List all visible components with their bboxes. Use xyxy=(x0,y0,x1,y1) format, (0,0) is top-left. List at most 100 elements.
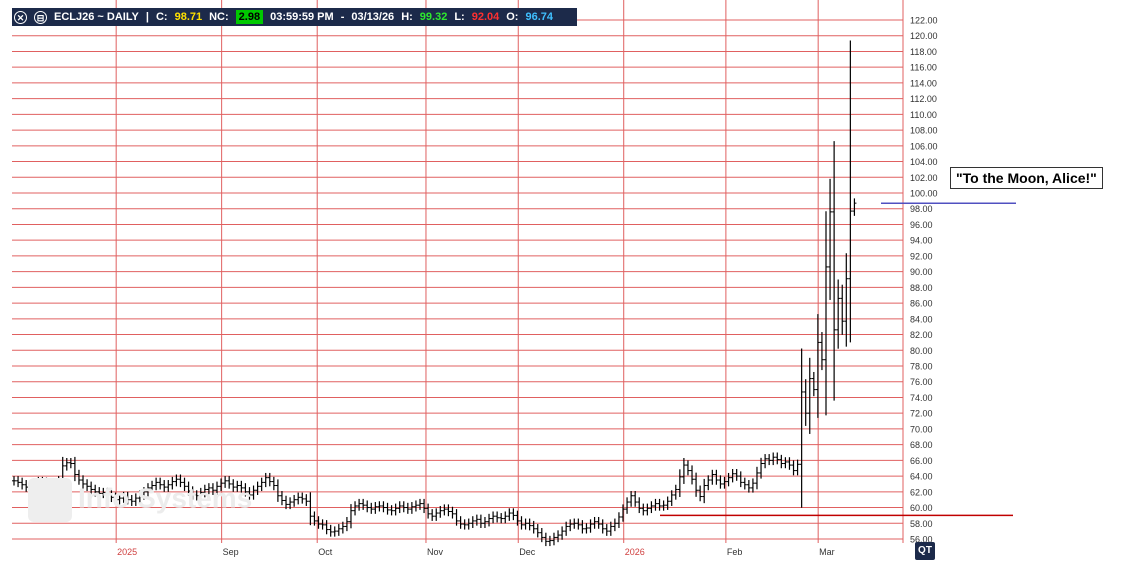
ohlc-bar xyxy=(64,458,69,471)
ohlc-bar xyxy=(434,508,439,521)
y-tick-label: 56.00 xyxy=(910,535,933,545)
ohlc-bar xyxy=(162,480,167,492)
ohlc-bar xyxy=(97,487,102,499)
ohlc-bar xyxy=(568,519,573,532)
y-tick-label: 98.00 xyxy=(910,204,933,214)
symbol-label[interactable]: ECLJ26 ~ DAILY xyxy=(54,11,139,23)
ohlc-bar xyxy=(357,498,362,511)
x-tick-label: 2025 xyxy=(117,547,137,557)
close-box-icon[interactable]: ✕ xyxy=(14,10,27,24)
ohlc-bar xyxy=(300,492,305,504)
nc-label: NC: xyxy=(209,11,229,23)
ohlc-bar xyxy=(438,505,443,518)
ohlc-bar xyxy=(633,491,638,507)
ohlc-bar xyxy=(348,504,353,529)
ohlc-bar xyxy=(653,498,658,511)
ohlc-bar xyxy=(795,459,800,476)
ohlc-bar xyxy=(580,520,585,534)
x-tick-label: Dec xyxy=(519,547,536,557)
ohlc-bar xyxy=(206,483,211,495)
y-tick-label: 110.00 xyxy=(910,110,937,120)
ohlc-bar xyxy=(499,513,504,524)
ohlc-bar xyxy=(178,474,183,488)
ohlc-bar xyxy=(706,475,711,491)
y-tick-label: 74.00 xyxy=(910,393,933,403)
y-tick-label: 60.00 xyxy=(910,503,933,513)
y-tick-label: 94.00 xyxy=(910,236,933,246)
ohlc-bar xyxy=(247,487,252,500)
ohlc-bar xyxy=(219,478,224,492)
y-tick-label: 92.00 xyxy=(910,251,933,261)
qt-logo-icon[interactable]: QT xyxy=(915,542,935,560)
ohlc-bar xyxy=(385,502,390,515)
ohlc-bar xyxy=(576,518,581,530)
chart-annotation[interactable]: "To the Moon, Alice!" xyxy=(950,167,1103,189)
ohlc-bar xyxy=(531,520,536,534)
ohlc-bar xyxy=(588,519,593,533)
ohlc-bar xyxy=(76,469,81,485)
ohlc-bar xyxy=(621,504,625,522)
ohlc-bar xyxy=(251,485,256,500)
ohlc-bar xyxy=(523,518,528,530)
ohlc-bar xyxy=(482,516,487,528)
ohlc-bar xyxy=(194,490,199,501)
ohlc-bar xyxy=(572,518,577,529)
ohlc-bar xyxy=(543,532,548,547)
y-tick-label: 114.00 xyxy=(910,78,937,88)
ohlc-bar xyxy=(616,512,621,528)
ohlc-bar xyxy=(308,492,313,526)
ohlc-bar xyxy=(730,469,735,483)
y-tick-label: 118.00 xyxy=(910,47,937,57)
ohlc-bar xyxy=(819,332,824,371)
ohlc-bar xyxy=(20,477,25,490)
y-tick-label: 116.00 xyxy=(910,63,937,73)
ohlc-bar xyxy=(117,493,122,505)
ohlc-bar xyxy=(478,514,483,528)
y-tick-label: 82.00 xyxy=(910,330,933,340)
ohlc-bar xyxy=(840,284,845,335)
x-tick-label: 2026 xyxy=(625,547,645,557)
ohlc-bar xyxy=(105,487,110,500)
y-tick-label: 104.00 xyxy=(910,157,938,167)
y-tick-label: 72.00 xyxy=(910,409,933,419)
ohlc-bar xyxy=(657,498,662,511)
y-tick-label: 68.00 xyxy=(910,440,933,450)
ohlc-bar xyxy=(68,458,73,469)
minimize-box-icon[interactable]: ⊟ xyxy=(34,10,47,24)
ohlc-bar xyxy=(292,494,297,507)
ohlc-bar xyxy=(288,497,293,510)
ohlc-bar xyxy=(491,511,496,524)
ohlc-bar xyxy=(527,518,532,531)
y-tick-label: 66.00 xyxy=(910,456,933,466)
y-tick-label: 88.00 xyxy=(910,283,933,293)
reference-lines xyxy=(660,202,1016,517)
ohlc-bar xyxy=(547,535,552,547)
x-tick-label: Oct xyxy=(318,547,333,557)
ohlc-bar xyxy=(12,476,16,486)
ohlc-bar xyxy=(600,519,605,534)
open-value: 96.74 xyxy=(525,11,554,23)
x-tick-label: Sep xyxy=(223,547,239,557)
ohlc-bar xyxy=(312,511,317,526)
ohlc-bar xyxy=(592,516,597,529)
ohlc-bar xyxy=(243,483,248,497)
ohlc-bar xyxy=(645,503,650,516)
x-tick-label: Nov xyxy=(427,547,444,557)
ohlc-bar xyxy=(564,521,569,536)
ohlc-bar xyxy=(267,472,272,487)
ohlc-bar xyxy=(487,513,492,527)
ohlc-bar xyxy=(413,500,418,512)
ohlc-bar xyxy=(714,469,719,485)
ohlc-bar xyxy=(604,524,609,536)
ohlc-bar xyxy=(316,516,321,529)
close-value: 98.71 xyxy=(174,11,203,23)
ohlc-bars xyxy=(12,40,857,547)
ohlc-bar xyxy=(685,460,690,476)
ohlc-bar xyxy=(186,481,191,496)
ohlc-bar xyxy=(641,503,646,516)
ohlc-bar xyxy=(787,457,792,470)
ohlc-bar xyxy=(405,502,410,514)
ohlc-bar xyxy=(718,475,723,489)
ohlc-bar xyxy=(470,516,475,528)
